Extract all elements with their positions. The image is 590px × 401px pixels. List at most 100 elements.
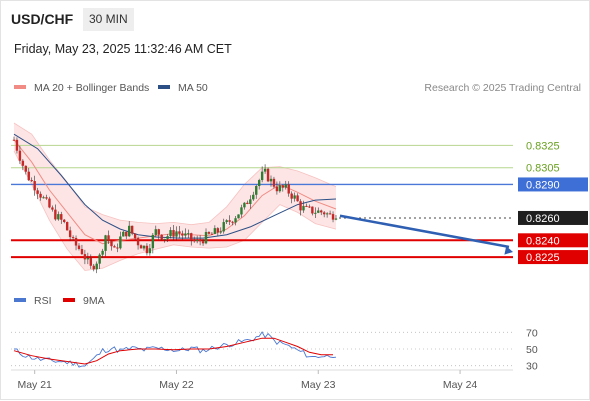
candle-body bbox=[145, 245, 149, 254]
candle-body bbox=[68, 230, 72, 238]
rsi-tick-30: 30 bbox=[526, 361, 538, 373]
rsi-ma9-line bbox=[13, 337, 333, 365]
candle-body bbox=[246, 202, 249, 204]
candle-body bbox=[302, 205, 305, 211]
credit-text: Research © 2025 Trading Central bbox=[424, 82, 581, 94]
candle-body bbox=[77, 245, 81, 249]
candle-body bbox=[240, 207, 243, 215]
level-label-bg-0.8240 bbox=[518, 233, 588, 248]
candle-body bbox=[89, 257, 93, 266]
candle-body bbox=[257, 180, 261, 187]
candle-body bbox=[54, 209, 57, 220]
candle-body bbox=[225, 220, 228, 223]
candle-body bbox=[266, 168, 270, 182]
candle-body bbox=[21, 160, 25, 166]
candle-body bbox=[269, 178, 273, 182]
candle-body bbox=[98, 254, 101, 264]
level-label-0.8305: 0.8305 bbox=[526, 163, 560, 175]
candle-body bbox=[278, 185, 282, 192]
candle-body bbox=[296, 195, 299, 202]
candle-body bbox=[213, 228, 217, 234]
candle-body bbox=[148, 248, 152, 254]
candle-body bbox=[204, 232, 208, 244]
x-tick-label: May 22 bbox=[159, 379, 194, 391]
candle-body bbox=[33, 181, 36, 191]
candle-body bbox=[210, 233, 214, 235]
candle-body bbox=[95, 263, 98, 270]
rsi-legend-label-2: 9MA bbox=[83, 295, 105, 307]
candle-body bbox=[260, 171, 264, 181]
timeframe-badge[interactable]: 30 MIN bbox=[83, 8, 134, 31]
legend-label-1: MA 20 + Bollinger Bands bbox=[34, 82, 149, 94]
bollinger-lower-line bbox=[13, 150, 337, 271]
candle-body bbox=[190, 233, 193, 241]
level-label-bg-0.8260 bbox=[518, 210, 588, 225]
candle-body bbox=[113, 246, 116, 248]
candle-body bbox=[311, 206, 314, 214]
candle-body bbox=[166, 236, 169, 239]
candle-body bbox=[222, 222, 225, 232]
x-tick-label: May 24 bbox=[443, 379, 478, 391]
candle-body bbox=[24, 165, 28, 172]
candle-body bbox=[198, 240, 202, 242]
candle-body bbox=[39, 193, 42, 198]
level-label-0.8325: 0.8325 bbox=[526, 140, 560, 152]
candle-body bbox=[119, 236, 122, 249]
candle-body bbox=[122, 231, 125, 237]
candle-body bbox=[104, 235, 107, 251]
candle-body bbox=[57, 214, 60, 220]
candle-body bbox=[101, 250, 104, 255]
candle-body bbox=[216, 228, 220, 233]
candle-body bbox=[290, 193, 293, 199]
rsi-legend-swatch-1 bbox=[14, 298, 26, 302]
level-label-bg-0.8290 bbox=[518, 177, 588, 192]
level-label-0.8290: 0.8290 bbox=[526, 179, 560, 191]
candle-body bbox=[272, 178, 276, 187]
candle-body bbox=[328, 213, 332, 215]
candle-body bbox=[92, 265, 95, 270]
candle-body bbox=[284, 184, 287, 188]
candle-body bbox=[192, 240, 196, 242]
rsi-legend-label-1: RSI bbox=[34, 295, 52, 307]
candle-body bbox=[317, 210, 320, 213]
candle-body bbox=[30, 180, 33, 182]
level-label-0.8260: 0.8260 bbox=[526, 213, 560, 225]
candle-body bbox=[151, 234, 155, 249]
x-tick-label: May 23 bbox=[301, 379, 336, 391]
candle-body bbox=[308, 206, 311, 208]
level-label-bg-0.8225 bbox=[518, 250, 588, 265]
candle-body bbox=[320, 210, 323, 213]
candle-body bbox=[63, 219, 66, 223]
candle-body bbox=[139, 245, 143, 249]
candle-body bbox=[325, 213, 329, 215]
candle-body bbox=[136, 238, 140, 246]
candle-body bbox=[36, 190, 39, 194]
candle-body bbox=[181, 233, 184, 236]
candle-body bbox=[249, 199, 252, 204]
candle-body bbox=[142, 245, 146, 249]
legend-swatch-2 bbox=[158, 85, 170, 89]
candle-body bbox=[74, 237, 78, 246]
candle-body bbox=[51, 207, 54, 210]
symbol-title: USD/CHF bbox=[11, 11, 74, 27]
candle-body bbox=[86, 257, 90, 260]
rsi-line bbox=[13, 331, 337, 368]
datetime-label: Friday, May 23, 2025 11:32:46 AM CET bbox=[14, 42, 232, 56]
candle-body bbox=[65, 222, 69, 231]
candle-body bbox=[163, 238, 166, 240]
candle-body bbox=[169, 230, 172, 237]
candle-body bbox=[175, 231, 178, 237]
candle-body bbox=[331, 214, 335, 220]
rsi-tick-70: 70 bbox=[526, 327, 538, 339]
forecast-arrow-head bbox=[504, 246, 513, 255]
candle-body bbox=[12, 139, 16, 141]
candle-body bbox=[255, 186, 258, 195]
candle-body bbox=[128, 225, 131, 237]
candle-body bbox=[133, 233, 137, 239]
candle-body bbox=[243, 202, 246, 208]
candle-body bbox=[45, 197, 48, 199]
candle-body bbox=[15, 139, 19, 151]
candle-body bbox=[125, 231, 128, 237]
